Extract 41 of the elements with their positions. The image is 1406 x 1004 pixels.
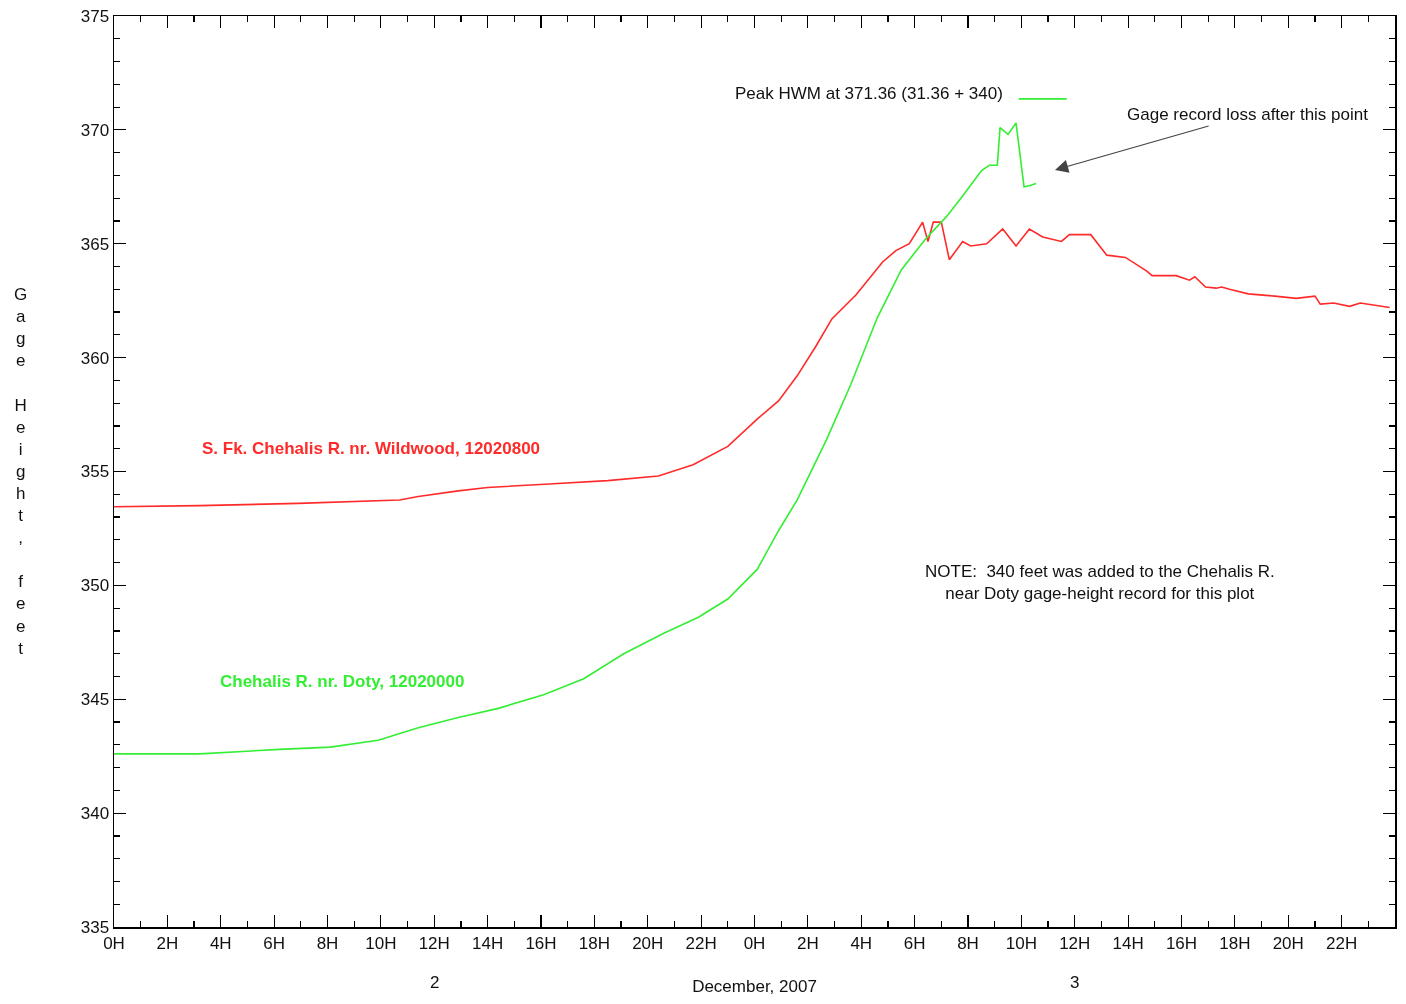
x-tick-label: 6H — [903, 933, 926, 953]
y-tick-label: 365 — [80, 234, 110, 254]
annotation: Peak HWM at 371.36 (31.36 + 340) — [735, 84, 1003, 103]
annotation: NOTE: 340 feet was added to the Chehalis R. near Doty gage-height record for this plot — [925, 562, 1275, 604]
x-tick-label: 14H — [472, 933, 504, 953]
y-tick-label: 350 — [80, 576, 110, 596]
text: Gage Height, feet — [14, 285, 28, 658]
text: 2 — [430, 973, 440, 992]
y-tick-label: 370 — [80, 120, 110, 140]
x-tick-label: 18H — [578, 933, 610, 953]
x-axis-title: December, 2007 — [692, 977, 817, 997]
line-series — [114, 221, 1391, 508]
text: 3 — [1070, 973, 1080, 992]
x-tick-label: 10H — [365, 933, 397, 953]
x-tick-label: 4H — [209, 933, 232, 953]
x-tick-label: 2H — [156, 933, 179, 953]
y-tick-label: 360 — [80, 348, 110, 368]
annotation: Gage record loss after this point — [1127, 105, 1369, 124]
x-tick-label: 12H — [1059, 933, 1091, 953]
series-label: Chehalis R. nr. Doty, 12020000 — [220, 672, 465, 691]
x-tick-label: 8H — [957, 933, 979, 953]
x-tick-label: 16H — [525, 933, 557, 953]
x-tick-label: 0H — [743, 933, 766, 953]
x-tick-label: 2H — [797, 933, 819, 953]
x-tick-label: 10H — [1005, 933, 1037, 953]
x-tick-label: 12H — [418, 933, 450, 953]
y-tick-label: 340 — [80, 804, 110, 824]
x-tick-label: 20H — [632, 933, 664, 953]
x-tick-label: 8H — [316, 933, 339, 953]
x-tick-label: 14H — [1112, 933, 1144, 953]
x-tick-label: 22H — [685, 933, 717, 953]
x-tick-label: 4H — [850, 933, 873, 953]
series-label: S. Fk. Chehalis R. nr. Wildwood, 12020800 — [202, 439, 541, 458]
y-tick-label: 345 — [80, 690, 110, 710]
x-tick-label: 22H — [1326, 933, 1358, 953]
y-tick-label: 355 — [80, 462, 110, 482]
y-tick-label: 375 — [80, 6, 110, 26]
x-tick-label: 18H — [1219, 933, 1251, 953]
x-tick-label: 16H — [1165, 933, 1198, 953]
x-tick-label: 6H — [263, 933, 285, 953]
x-tick-label: 20H — [1272, 933, 1304, 953]
